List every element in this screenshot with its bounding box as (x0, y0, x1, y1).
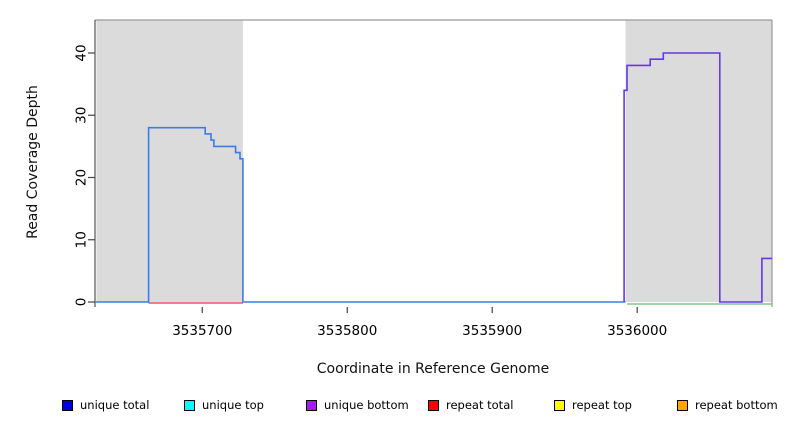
y-tick-label: 0 (74, 298, 90, 307)
y-tick-label: 20 (74, 169, 90, 186)
x-tick-label: 3536000 (607, 323, 667, 339)
x-tick-label: 3535800 (317, 323, 377, 339)
series-line-unique-bottom-right-block- (623, 52, 772, 303)
left-gray-region (96, 20, 243, 302)
series-line-unique-total-left-block- (95, 126, 626, 303)
x-axis-title: Coordinate in Reference Genome (316, 361, 550, 377)
y-tick-label: 10 (74, 231, 90, 248)
x-tick-label: 3535900 (462, 323, 522, 339)
y-tick-label: 30 (74, 107, 90, 124)
y-tick-label: 40 (74, 44, 90, 61)
right-gray-region (625, 20, 772, 302)
x-tick-label: 3535700 (172, 323, 232, 339)
y-axis-title: Read Coverage Depth (25, 85, 41, 239)
